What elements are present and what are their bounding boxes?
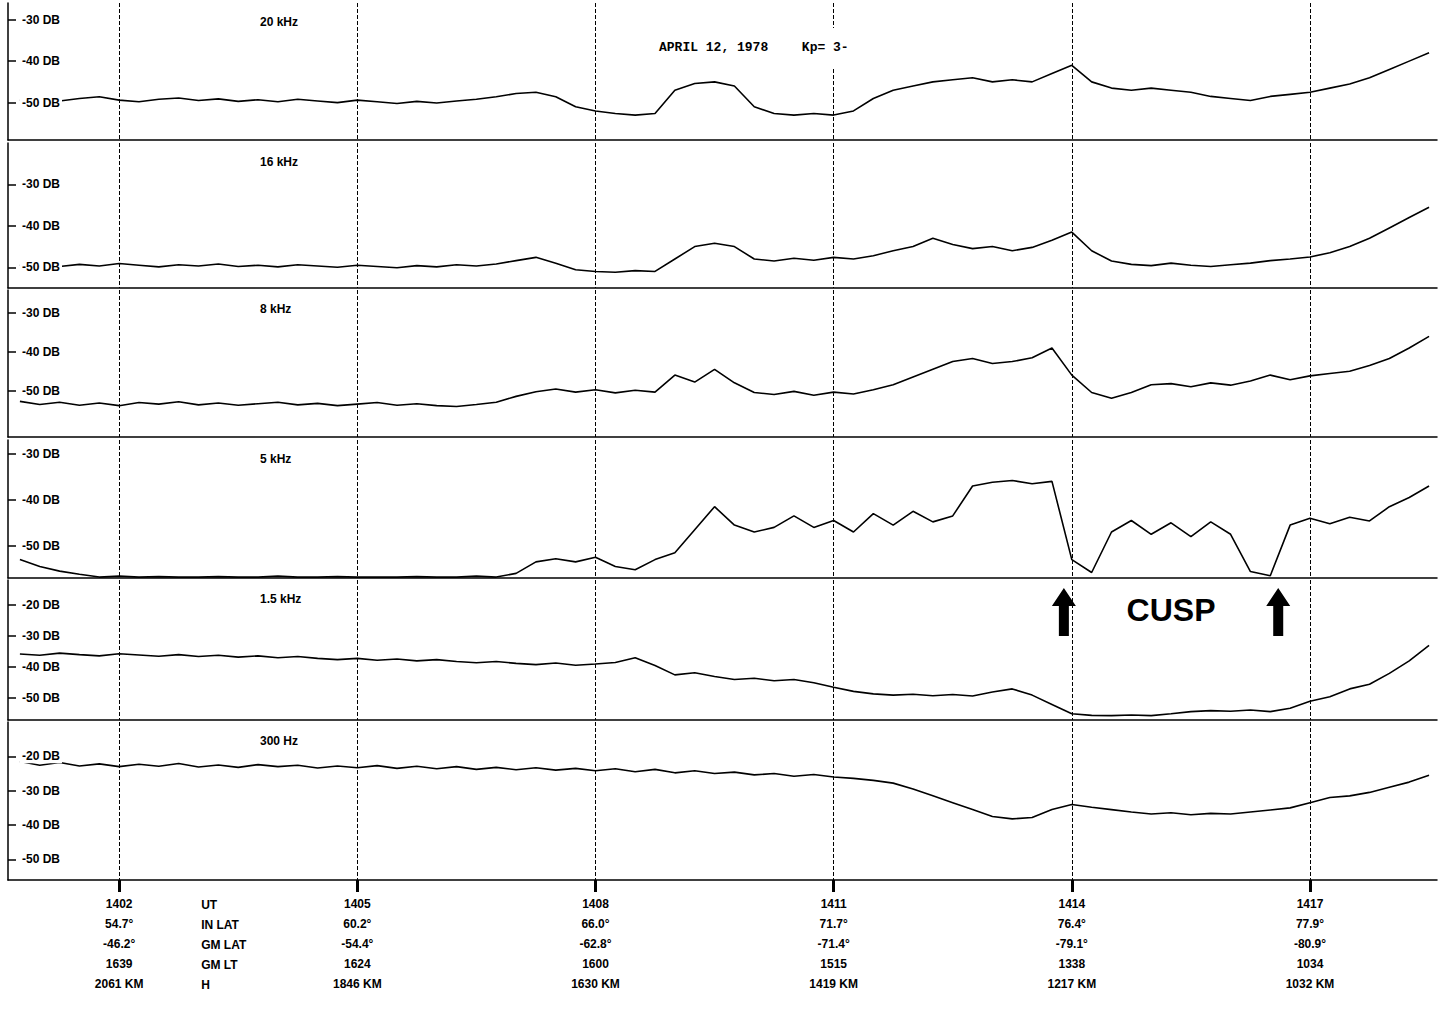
- svg-text:-80.9°: -80.9°: [1294, 937, 1326, 951]
- svg-text:20 kHz: 20 kHz: [260, 15, 298, 29]
- svg-text:UT: UT: [201, 898, 218, 912]
- svg-text:1846 KM: 1846 KM: [333, 977, 382, 991]
- svg-text:-50 DB: -50 DB: [22, 691, 60, 705]
- svg-text:-40 DB: -40 DB: [22, 219, 60, 233]
- svg-text:-71.4°: -71.4°: [818, 937, 850, 951]
- svg-text:1405: 1405: [344, 897, 371, 911]
- svg-text:1338: 1338: [1058, 957, 1085, 971]
- svg-text:IN LAT: IN LAT: [201, 918, 239, 932]
- svg-text:8 kHz: 8 kHz: [260, 302, 291, 316]
- svg-text:-50 DB: -50 DB: [22, 260, 60, 274]
- svg-text:1639: 1639: [106, 957, 133, 971]
- svg-text:60.2°: 60.2°: [343, 917, 371, 931]
- svg-text:1032 KM: 1032 KM: [1286, 977, 1335, 991]
- svg-text:2061 KM: 2061 KM: [95, 977, 144, 991]
- svg-text:1402: 1402: [106, 897, 133, 911]
- svg-text:-62.8°: -62.8°: [579, 937, 611, 951]
- svg-text:1515: 1515: [820, 957, 847, 971]
- svg-text:-20 DB: -20 DB: [22, 749, 60, 763]
- svg-text:-40 DB: -40 DB: [22, 660, 60, 674]
- svg-text:CUSP: CUSP: [1127, 592, 1216, 628]
- svg-text:54.7°: 54.7°: [105, 917, 133, 931]
- svg-text:GM LT: GM LT: [201, 958, 238, 972]
- svg-text:1411: 1411: [821, 897, 847, 911]
- svg-text:-40 DB: -40 DB: [22, 493, 60, 507]
- svg-text:APRIL 12, 1978: APRIL 12, 1978: [659, 40, 768, 55]
- svg-text:GM LAT: GM LAT: [201, 938, 247, 952]
- svg-text:-40 DB: -40 DB: [22, 54, 60, 68]
- svg-text:-50 DB: -50 DB: [22, 96, 60, 110]
- svg-text:1600: 1600: [582, 957, 609, 971]
- svg-text:1624: 1624: [344, 957, 371, 971]
- svg-text:-20 DB: -20 DB: [22, 598, 60, 612]
- svg-text:-30 DB: -30 DB: [22, 306, 60, 320]
- svg-text:-30 DB: -30 DB: [22, 629, 60, 643]
- svg-text:1217 KM: 1217 KM: [1047, 977, 1096, 991]
- svg-text:300 Hz: 300 Hz: [260, 734, 298, 748]
- svg-text:1408: 1408: [582, 897, 609, 911]
- svg-text:66.0°: 66.0°: [581, 917, 609, 931]
- svg-text:1.5 kHz: 1.5 kHz: [260, 592, 301, 606]
- svg-text:-79.1°: -79.1°: [1056, 937, 1088, 951]
- svg-text:16 kHz: 16 kHz: [260, 155, 298, 169]
- svg-text:-50 DB: -50 DB: [22, 384, 60, 398]
- svg-text:77.9°: 77.9°: [1296, 917, 1324, 931]
- svg-text:-50 DB: -50 DB: [22, 852, 60, 866]
- svg-text:Kp= 3-: Kp= 3-: [802, 40, 849, 55]
- svg-text:5 kHz: 5 kHz: [260, 452, 291, 466]
- svg-text:1414: 1414: [1058, 897, 1085, 911]
- svg-text:-30 DB: -30 DB: [22, 13, 60, 27]
- svg-text:71.7°: 71.7°: [820, 917, 848, 931]
- svg-text:-40 DB: -40 DB: [22, 818, 60, 832]
- svg-text:1630 KM: 1630 KM: [571, 977, 620, 991]
- svg-text:-30 DB: -30 DB: [22, 177, 60, 191]
- svg-text:-46.2°: -46.2°: [103, 937, 135, 951]
- svg-text:-50 DB: -50 DB: [22, 539, 60, 553]
- svg-text:-30 DB: -30 DB: [22, 447, 60, 461]
- svg-text:-54.4°: -54.4°: [341, 937, 373, 951]
- svg-text:1419 KM: 1419 KM: [809, 977, 858, 991]
- svg-text:1417: 1417: [1297, 897, 1324, 911]
- svg-text:1034: 1034: [1297, 957, 1324, 971]
- svg-text:-40 DB: -40 DB: [22, 345, 60, 359]
- svg-text:76.4°: 76.4°: [1058, 917, 1086, 931]
- svg-text:-30 DB: -30 DB: [22, 784, 60, 798]
- svg-text:H: H: [201, 978, 210, 992]
